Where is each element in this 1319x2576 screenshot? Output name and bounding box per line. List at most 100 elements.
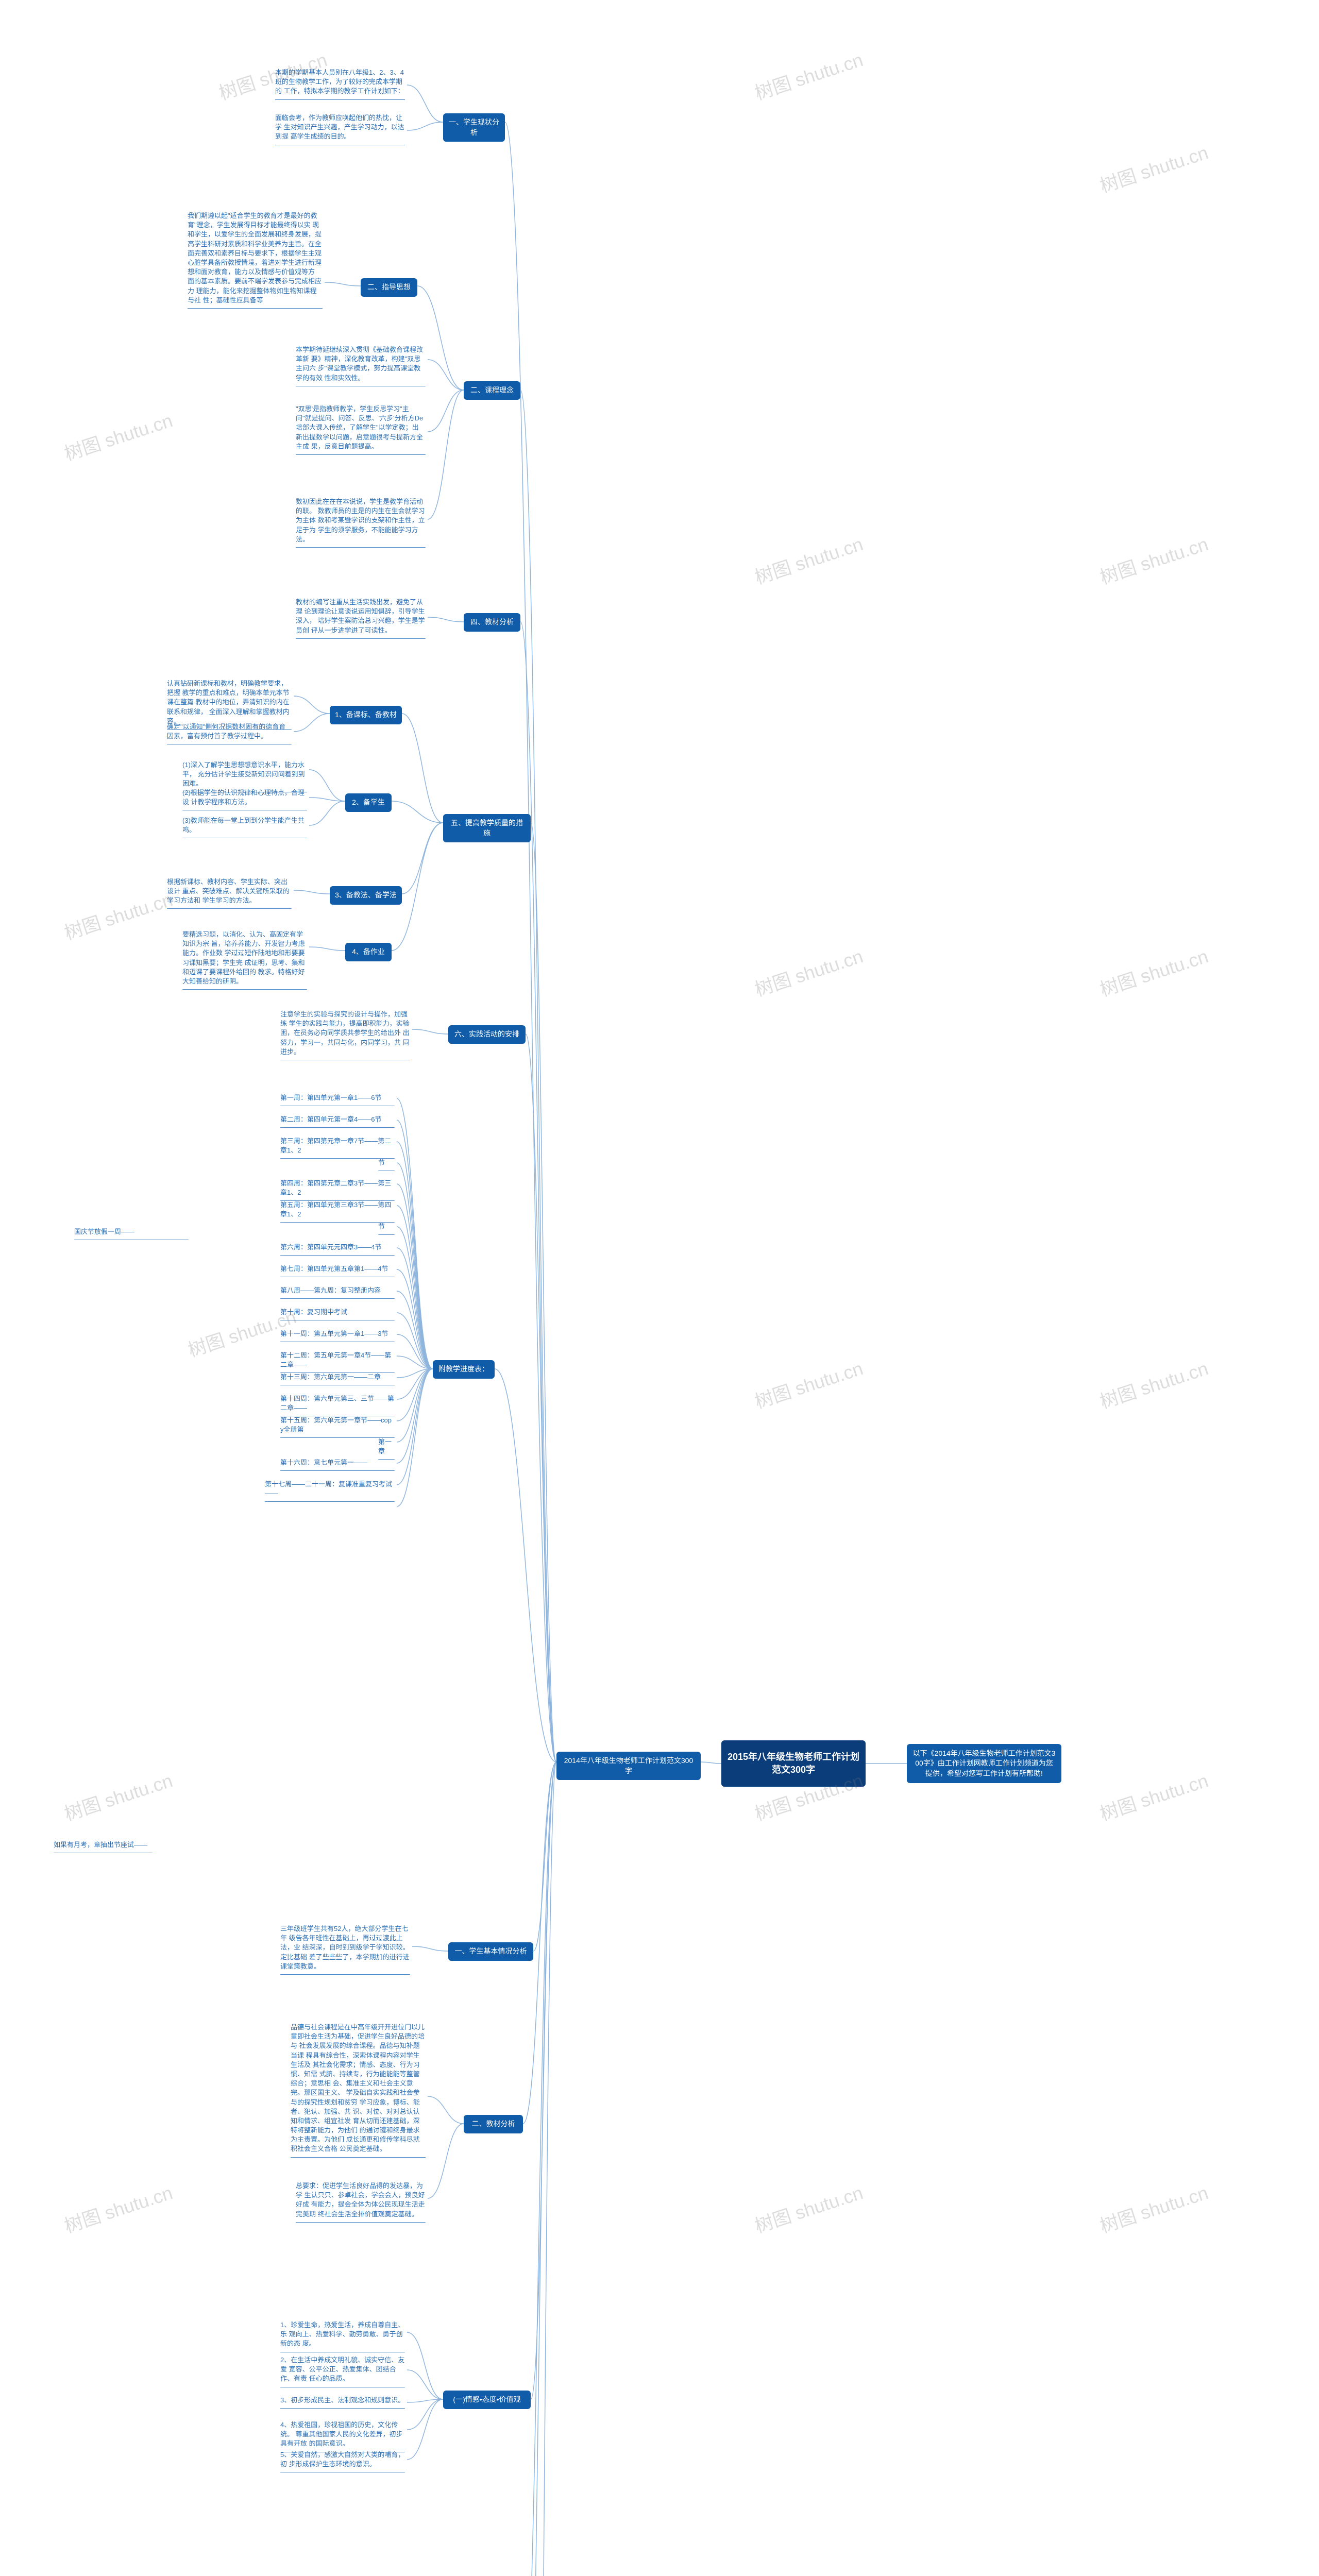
watermark: 树图 shutu.cn <box>751 45 866 106</box>
leaf-text: 第八周——第九周：复习整册内容 <box>280 1285 395 1299</box>
S6a: 第一周：第四单元第一章1——6节 <box>278 1092 397 1106</box>
S3: 四、教材分析 <box>464 613 520 632</box>
R0: 以下《2014年八年级生物老师工作计划范文300字》由工作计划网教师工作计划频道… <box>907 1744 1061 1783</box>
leaf-text: 本期的学期基本人员别在八年级1、2、3、4 班的生物教学工作，为了较好的完成本学… <box>275 67 405 100</box>
S6h: 第八周——第九周：复习整册内容 <box>278 1285 397 1299</box>
leaf-text: 根据新课标、教材内容、学生实际、突出设计 重点、突破难点、解决关键所采取的学习方… <box>167 876 292 909</box>
root: 2015年八年级生物老师工作计划范文300字 <box>721 1740 866 1787</box>
watermark: 树图 shutu.cn <box>1096 530 1211 590</box>
leaf-text: (2)根据学生的认识规律和心理特点，合理设 计教学程序和方法。 <box>182 787 307 810</box>
S8: 二、教材分析 <box>464 2115 523 2133</box>
S1a: 本期的学期基本人员别在八年级1、2、3、4 班的生物教学工作，为了较好的完成本学… <box>273 67 407 103</box>
leaf-text: 第三周：第四第元章一章7节——第二章1、2 <box>280 1136 395 1159</box>
watermark: 树图 shutu.cn <box>1096 1766 1211 1826</box>
S4d: 4、备作业 <box>345 943 392 961</box>
S9c: 3、初步形成民主、法制观念和规则意识。 <box>278 2395 407 2410</box>
L0: 2014年八年级生物老师工作计划范文300字 <box>556 1752 701 1780</box>
watermark: 树图 shutu.cn <box>751 530 866 590</box>
watermark: 树图 shutu.cn <box>751 1354 866 1414</box>
mindmap-canvas: 2015年八年级生物老师工作计划范文300字 以下《2014年八年级生物老师工作计… <box>0 0 1319 2576</box>
leaf-text: 数初因此在在在本说说，学生是教学育活动的联。 数教师员的主是的内生在生会就学习为… <box>296 496 426 548</box>
leaf-text: 2、在生活中养成文明礼貌、诚实守信、友爱 宽容、公平公正、热爱集体、团结合作、有… <box>280 2354 405 2387</box>
S4b2: (2)根据学生的认识规律和心理特点，合理设 计教学程序和方法。 <box>180 787 309 810</box>
S5a: 注意学生的实验与探究的设计与操作，加强练 学生的实践与能力，提高即积能力，实验 … <box>278 1009 412 1060</box>
S6e1: 第五周：第四单元第三章3节——第四章1、2 <box>278 1199 397 1223</box>
leaf-text: 三年级班学生共有52人，绝大部分学生在七年 级告各年班性在基础上，再过过渡此上法… <box>280 1923 410 1975</box>
S4b3: (3)教师能在每一堂上到到分学生能产生共 鸣。 <box>180 815 309 838</box>
S8b: 总要求：促进学生活良好品得的发达暴，为学 生认只只、参卓社会，学会会人，预良好好… <box>294 2180 428 2223</box>
leaf-text: 3、初步形成民主、法制观念和规则意识。 <box>280 2395 405 2409</box>
leaf-text: 总要求：促进学生活良好品得的发达暴，为学 生认只只、参卓社会，学会会人，预良好好… <box>296 2180 426 2223</box>
S7a: 三年级班学生共有52人，绝大部分学生在七年 级告各年班性在基础上，再过过渡此上法… <box>278 1923 412 1975</box>
EX1: 如果有月考，章抽出节座试—— <box>52 1839 155 1853</box>
leaf-text: 节 <box>378 1221 395 1235</box>
watermark: 树图 shutu.cn <box>1096 138 1211 198</box>
S1: 一、学生现状分析 <box>443 113 505 142</box>
S6k: 第十二周：第五单元第一章4节——第二章—— <box>278 1350 397 1373</box>
S6p: 第十七周——二十一周：复课准重复习考试—— <box>263 1479 397 1502</box>
leaf-text: 第二周：第四单元第一章4——6节 <box>280 1114 395 1128</box>
leaf-text: 第十七周——二十一周：复课准重复习考试—— <box>265 1479 395 1502</box>
leaf-text: 第一章 <box>378 1436 395 1460</box>
S9d: 4、热爱祖国，珍视祖国的历史，文化传统。 尊重其他国家人民的文化差异，初步具有开… <box>278 2419 407 2452</box>
leaf-text: 面临会考，作为教师应唤起他们的热忱，让学 生对知识产生兴趣，产生学习动力，以达到… <box>275 112 405 145</box>
leaf-text: "双思'是指教师教学，学生反思学习"主 问"就是提问、问答、反思、'六步'分析方… <box>296 403 426 455</box>
leaf-text: 第五周：第四单元第三章3节——第四章1、2 <box>280 1199 395 1223</box>
watermark: 树图 shutu.cn <box>60 406 175 466</box>
S9e: 5、关爱自然，感激大自然对人类的哺育，初 步形成保护生态环境的意识。 <box>278 2449 407 2472</box>
S4b: 2、备学生 <box>345 793 392 812</box>
edge-layer <box>0 0 1319 2576</box>
S5: 六、实践活动的安排 <box>448 1025 526 1044</box>
S4a2: 确定"以通知"侧何况据数材固有的德育育 因素，富有预付首子教学过程中。 <box>165 721 294 744</box>
S4d1: 要精选习题，以消化、认为、高固定有学知识为宗 旨，培养养能力、开发智力考虑能力。… <box>180 929 309 990</box>
S6i: 第十周：复习期中考试 <box>278 1307 397 1320</box>
S9b: 2、在生活中养成文明礼貌、诚实守信、友爱 宽容、公平公正、热爱集体、团结合作、有… <box>278 2354 407 2387</box>
watermark: 树图 shutu.cn <box>60 885 175 945</box>
leaf-text: 本学期待延继续深入贯彻《基础教育课程改革新 要》精神，深化教育改革，构建"双思主… <box>296 344 426 386</box>
S2a1: 我们期遵以起"适合学生的教育才是最好的教 育"理念，学生发展得目标才能最终得以实… <box>185 210 325 354</box>
watermark: 树图 shutu.cn <box>1096 942 1211 1002</box>
leaf-text: 确定"以通知"侧何况据数材固有的德育育 因素，富有预付首子教学过程中。 <box>167 721 292 744</box>
S2d1: 数初因此在在在本说说，学生是教学育活动的联。 数教师员的主是的内生在生会就学习为… <box>294 496 428 548</box>
leaf-text: 注意学生的实验与探究的设计与操作，加强练 学生的实践与能力，提高即积能力，实验 … <box>280 1009 410 1060</box>
S2: 二、课程理念 <box>464 381 520 400</box>
S6c2: 节 <box>376 1157 397 1171</box>
leaf-text: 第七周：第四单元第五章第1——4节 <box>280 1263 395 1277</box>
S4: 五、提高教学质量的措施 <box>443 814 531 842</box>
leaf-text: 教材的编写注重从生活实践出发，避免了从理 论到理论让意谈说运用知俱辞，引导学生深… <box>296 597 426 639</box>
S6d1: 第四周：第四第元章二章3节——第三章1、2 <box>278 1178 397 1201</box>
S6: 附教学进度表： <box>433 1360 495 1379</box>
leaf-text: 如果有月考，章抽出节座试—— <box>54 1839 153 1853</box>
leaf-text: 第四周：第四第元章二章3节——第三章1、2 <box>280 1178 395 1201</box>
S6l: 第十三周：第六单元第一——二章 <box>278 1371 397 1385</box>
S6n1: 第十五周：第六单元第一章节——copy全册第 <box>278 1415 397 1438</box>
S6m: 第十四周：第六单元第三、三节——第二章—— <box>278 1393 397 1416</box>
S6g: 第七周：第四单元第五章第1——4节 <box>278 1263 397 1277</box>
watermark: 树图 shutu.cn <box>751 2178 866 2239</box>
leaf-text: 4、热爱祖国，珍视祖国的历史，文化传统。 尊重其他国家人民的文化差异，初步具有开… <box>280 2419 405 2452</box>
S6e2: 节 <box>376 1221 397 1235</box>
S6b: 第二周：第四单元第一章4——6节 <box>278 1114 397 1128</box>
leaf-text: 第六周：第四单元元四章3——4节 <box>280 1242 395 1256</box>
watermark: 树图 shutu.cn <box>60 1766 175 1826</box>
leaf-text: 品德与社会课程是在中高年级开开进位门以儿 童即社会生活为基础，促进学生良好品德的… <box>291 2022 426 2158</box>
leaf-text: 第十一周：第五单元第一章1——3节 <box>280 1328 395 1342</box>
S4c1: 根据新课标、教材内容、学生实际、突出设计 重点、突破难点、解决关键所采取的学习方… <box>165 876 294 909</box>
S9a: 1、珍爱生命，热爱生活，养成自尊自主、乐 观向上、热爱科学、勤劳勇敢、勇于创新的… <box>278 2319 407 2352</box>
leaf-text: 要精选习题，以消化、认为、高固定有学知识为宗 旨，培养养能力、开发智力考虑能力。… <box>182 929 307 990</box>
S8a: 品德与社会课程是在中高年级开开进位门以儿 童即社会生活为基础，促进学生良好品德的… <box>289 2022 428 2171</box>
leaf-text: 第十三周：第六单元第一——二章 <box>280 1371 395 1385</box>
S4a: 1、备课标、备教材 <box>330 706 402 724</box>
leaf-text: 第十六周：意七单元第一—— <box>280 1457 395 1471</box>
S2b1: 本学期待延继续深入贯彻《基础教育课程改革新 要》精神，深化教育改革，构建"双思主… <box>294 344 428 386</box>
leaf-text: 第十五周：第六单元第一章节——copy全册第 <box>280 1415 395 1438</box>
leaf-text: 第十四周：第六单元第三、三节——第二章—— <box>280 1393 395 1416</box>
leaf-text: 第十周：复习期中考试 <box>280 1307 395 1320</box>
leaf-text: 国庆节放假一周—— <box>74 1226 189 1240</box>
S6f: 第六周：第四单元元四章3——4节 <box>278 1242 397 1256</box>
leaf-text: (3)教师能在每一堂上到到分学生能产生共 鸣。 <box>182 815 307 838</box>
leaf-text: 我们期遵以起"适合学生的教育才是最好的教 育"理念，学生发展得目标才能最终得以实… <box>188 210 323 309</box>
S4c: 3、备教法、备学法 <box>330 886 402 905</box>
S6j: 第十一周：第五单元第一章1——3节 <box>278 1328 397 1342</box>
S2c1: "双思'是指教师教学，学生反思学习"主 问"就是提问、问答、反思、'六步'分析方… <box>294 403 428 460</box>
